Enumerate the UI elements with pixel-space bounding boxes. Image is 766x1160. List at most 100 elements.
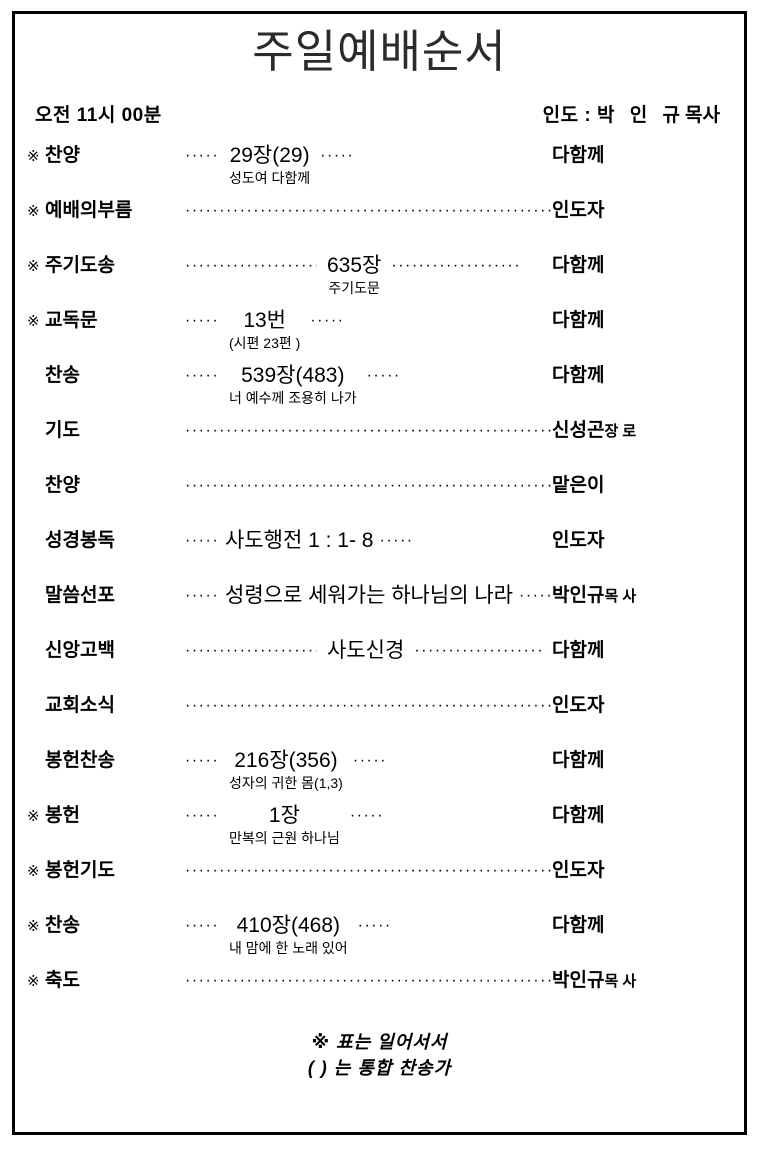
- no-marker: [27, 691, 45, 694]
- assignee-char: 함: [569, 804, 587, 826]
- label-char: 헌: [62, 749, 80, 771]
- dot-leader-right: ········································: [414, 641, 547, 659]
- assignee-char: 께: [586, 254, 605, 276]
- assignee-char: 도: [569, 694, 587, 716]
- order-row: ※ 예배의부름 ··································…: [27, 196, 728, 251]
- order-item-detail: ········································…: [185, 691, 552, 719]
- order-item-detail: ····· 410장(468) 내 맘에 한 노래 있어 ·····: [185, 911, 552, 958]
- order-item-detail: ····· 216장(356) 성자의 귀한 몸(1,3) ·····: [185, 746, 552, 793]
- stand-marker-icon: ※: [27, 972, 40, 990]
- content-secondary: 너 예수께 조용히 나가: [229, 389, 357, 406]
- label-char: 씀: [62, 584, 80, 606]
- dot-leader-left: ········································…: [185, 861, 552, 879]
- label-char: 도: [62, 969, 80, 991]
- order-item-assignee: 다함께: [552, 801, 728, 829]
- assignee-char: 이: [586, 474, 605, 496]
- order-item-detail: ········································…: [185, 251, 552, 298]
- no-marker: [27, 746, 45, 749]
- order-item-detail: ····· 사도행전 1 : 1- 8 ·····: [185, 526, 552, 554]
- stand-marker-icon: ※: [27, 257, 40, 275]
- order-item-assignee: 인도자: [552, 196, 728, 224]
- order-item-assignee: 다함께: [552, 251, 728, 279]
- service-time: 오전 11시 00분: [35, 104, 162, 126]
- label-char: 찬: [45, 914, 63, 936]
- dot-leader-left: ········································: [185, 256, 317, 274]
- service-leader: 인도 : 박 인 규목사: [543, 100, 720, 127]
- order-item-content: 13번 (시편 23편 ): [219, 308, 310, 353]
- no-marker: [27, 361, 45, 364]
- label-char: 부름: [97, 199, 133, 221]
- order-item-detail: ········································…: [185, 856, 552, 884]
- order-item-label: 기도: [45, 416, 185, 444]
- order-item-label: 교회소식: [45, 691, 185, 719]
- dot-leader-right: ·····: [366, 366, 401, 384]
- order-item-detail: ········································…: [185, 416, 552, 444]
- stand-marker-icon: ※: [27, 312, 40, 330]
- dot-leader-left: ········································…: [185, 971, 552, 989]
- dot-leader-left: ·····: [185, 806, 219, 824]
- dot-leader-left: ········································…: [185, 696, 552, 714]
- assignee-char: 께: [586, 804, 605, 826]
- label-char: 선: [79, 584, 98, 606]
- label-char: 송: [97, 749, 115, 771]
- order-item-detail: ····· 29장(29) 성도여 다함께 ·····: [185, 141, 552, 188]
- dot-leader-left: ········································…: [185, 201, 552, 219]
- footer-notes: ※ 표는 일어서서 ( ) 는 통합 찬송가: [15, 1029, 744, 1081]
- content-secondary: 내 맘에 한 노래 있어: [229, 939, 348, 956]
- footer-note-stand: ※ 표는 일어서서: [311, 1031, 448, 1052]
- label-char: 식: [97, 694, 115, 716]
- label-char: 소: [79, 694, 98, 716]
- order-row: ※ 교독문 ····· 13번 (시편 23편 ) ····· 다함께: [27, 306, 728, 361]
- assignee-char: 자: [586, 859, 605, 881]
- assignee-char: 도: [569, 199, 587, 221]
- order-item-content: 사도행전 1 : 1- 8: [219, 528, 379, 553]
- order-row: 말씀선포 ····· 성령으로 세워가는 하나님의 나라 ····· 박인규목 사: [27, 581, 728, 636]
- assignee-char: 신: [552, 419, 570, 441]
- label-char: 봉: [79, 529, 98, 551]
- order-item-assignee: 다함께: [552, 636, 728, 664]
- assignee-char: 다: [552, 309, 570, 331]
- order-row: ※ 찬송 ····· 410장(468) 내 맘에 한 노래 있어 ····· 다함께: [27, 911, 728, 966]
- dot-leader-right: ·····: [379, 531, 414, 549]
- order-item-content: 1장 만복의 근원 하나님: [219, 803, 350, 848]
- assignee-char: 함: [569, 309, 587, 331]
- label-char: 헌: [62, 804, 80, 826]
- assignee-char: 다: [552, 254, 570, 276]
- order-item-assignee: 박인규목 사: [552, 581, 728, 610]
- dot-leader-right: ·····: [320, 146, 355, 164]
- order-row: 기도 ······································…: [27, 416, 728, 471]
- no-marker: [27, 526, 45, 529]
- order-item-assignee: 신성곤장 로: [552, 416, 728, 445]
- dot-leader-left: ·····: [185, 751, 219, 769]
- order-row: ※ 찬양 ····· 29장(29) 성도여 다함께 ····· 다함께: [27, 141, 728, 196]
- label-char: 말: [45, 584, 63, 606]
- order-item-detail: ········································…: [185, 196, 552, 224]
- assignee-char: 함: [569, 749, 587, 771]
- order-item-assignee: 다함께: [552, 361, 728, 389]
- assignee-char: 함: [569, 254, 587, 276]
- stand-marker-icon: ※: [27, 917, 40, 935]
- order-item-content: 410장(468) 내 맘에 한 노래 있어: [219, 913, 358, 958]
- assignee-char: 장 로: [604, 422, 637, 440]
- label-char: 독: [62, 309, 80, 331]
- label-char: 찬: [45, 364, 63, 386]
- order-item-label: 찬송: [45, 911, 185, 939]
- order-item-assignee: 인도자: [552, 691, 728, 719]
- label-char: 앙: [62, 639, 80, 661]
- order-row: 봉헌찬송 ····· 216장(356) 성자의 귀한 몸(1,3) ····· 다함께: [27, 746, 728, 801]
- dot-leader-right: ········································: [391, 256, 524, 274]
- label-char: 예배의: [45, 199, 98, 221]
- assignee-char: 다: [552, 364, 570, 386]
- stand-marker-icon: ※: [27, 862, 40, 880]
- dot-leader-right: ·····: [352, 751, 387, 769]
- assignee-char: 박: [552, 969, 570, 991]
- order-item-assignee: 맡은이: [552, 471, 728, 499]
- content-primary: 성령으로 세워가는 하나님의 나라: [225, 583, 513, 607]
- leader-title: 목사: [685, 104, 720, 126]
- order-row: ※ 봉헌기도 ···································…: [27, 856, 728, 911]
- label-char: 회: [62, 694, 80, 716]
- order-row: ※주기도송···································…: [27, 251, 728, 306]
- assignee-char: 께: [586, 309, 605, 331]
- no-marker: [27, 636, 45, 639]
- order-item-detail: ········································…: [185, 636, 552, 664]
